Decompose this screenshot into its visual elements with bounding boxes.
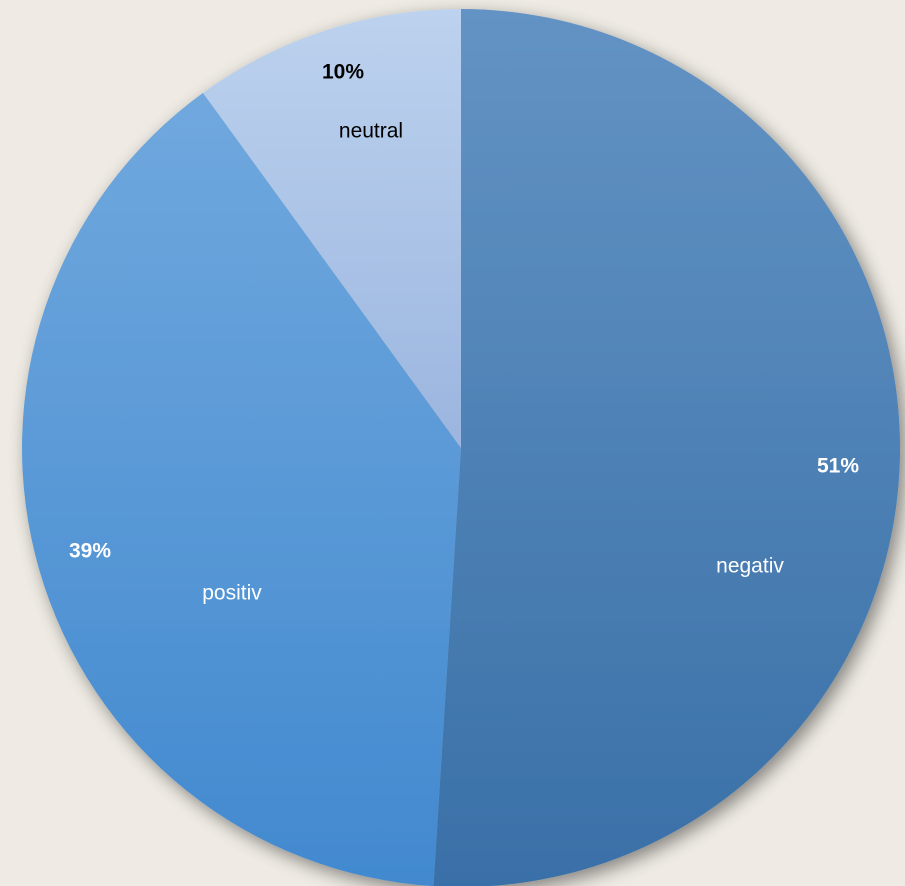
pie-labels: 51% negativ 39% positiv 10% neutral <box>69 61 859 605</box>
pie-slice-positiv-category-label: positiv <box>202 582 262 605</box>
pie-slice-neutral <box>202 9 461 448</box>
pie-slice-positiv-percent-label: 39% <box>69 540 111 563</box>
pie-slices <box>22 9 901 886</box>
pie-slice-negativ-percent-label: 51% <box>817 455 859 478</box>
pie-slice-negativ-category-label: negativ <box>716 555 784 578</box>
pie-slice-negativ <box>433 9 901 886</box>
pie-slice-positiv <box>22 92 461 886</box>
pie-slice-neutral-percent-label: 10% <box>322 61 364 84</box>
pie-slice-neutral-category-label: neutral <box>339 120 403 143</box>
